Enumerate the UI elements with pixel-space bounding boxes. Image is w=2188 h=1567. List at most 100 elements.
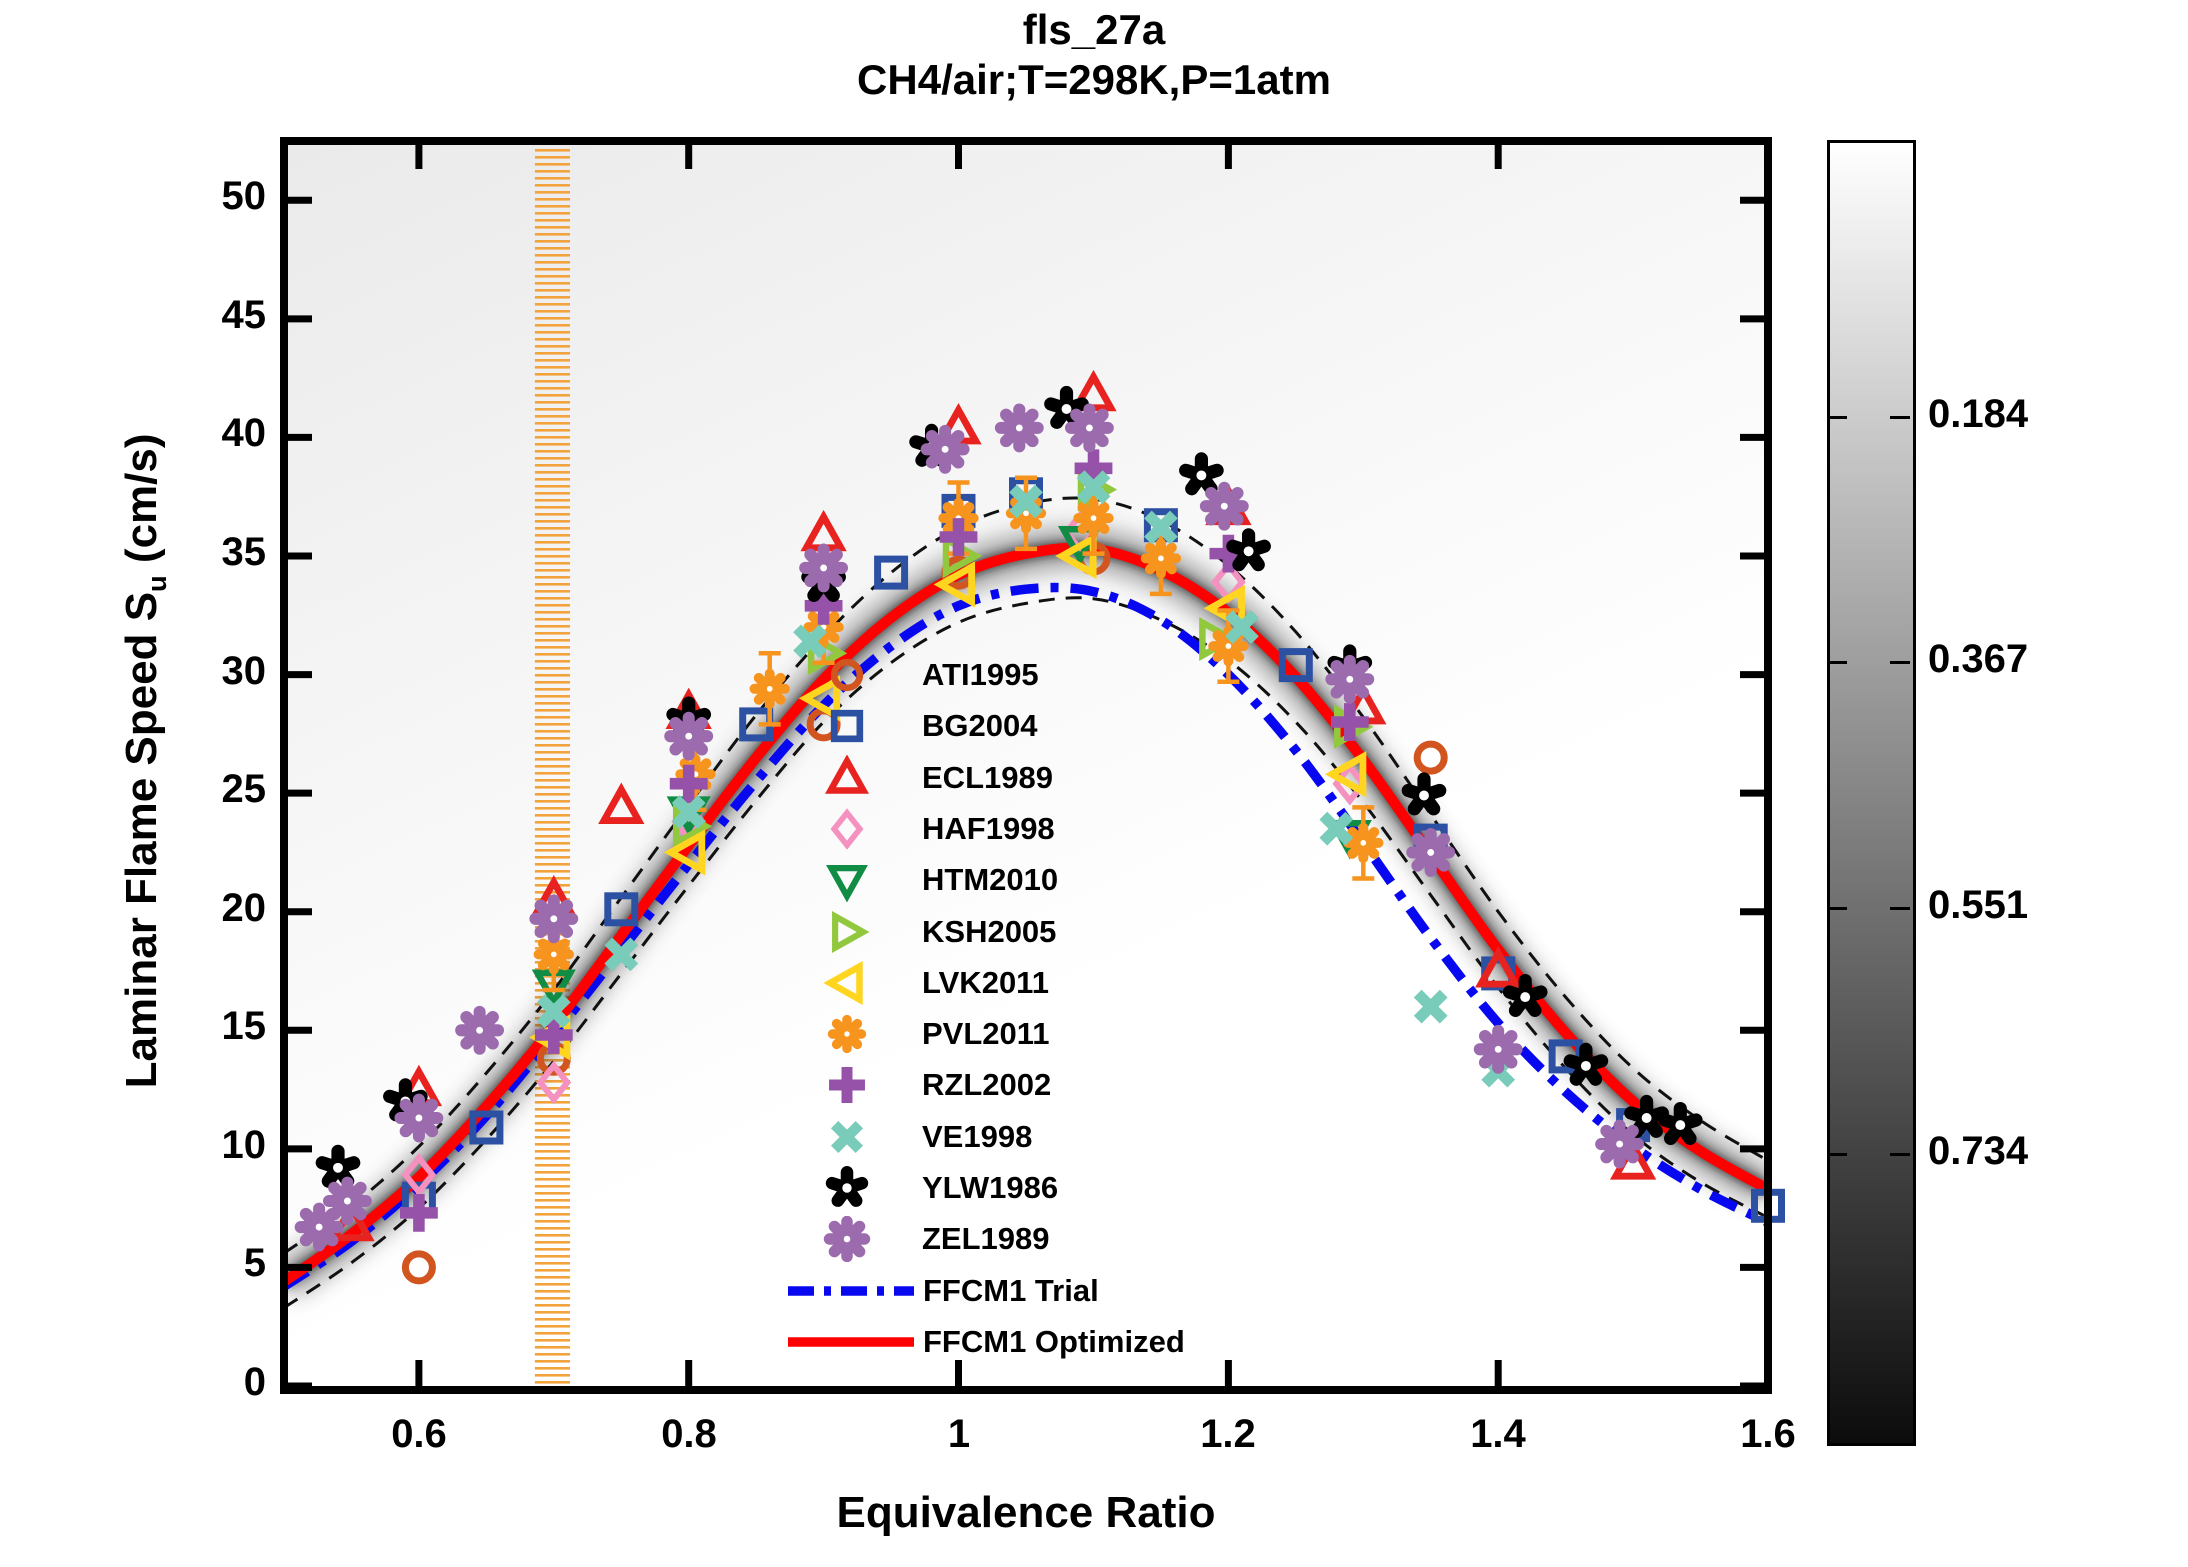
legend-item-FFCM1-Optimized: FFCM1 Optimized bbox=[786, 1319, 1185, 1365]
data-point-PVL2011 bbox=[533, 934, 574, 975]
data-point-VE1998 bbox=[1009, 484, 1043, 519]
colorbar-tick bbox=[1890, 661, 1910, 664]
legend-label: ZEL1989 bbox=[922, 1221, 1050, 1256]
data-point-ZEL1989 bbox=[1406, 827, 1456, 877]
colorbar-tick bbox=[1827, 661, 1847, 664]
data-point-ZEL1989 bbox=[1473, 1024, 1523, 1074]
plot-frame bbox=[280, 137, 1772, 1394]
data-point-ZEL1989 bbox=[1325, 654, 1375, 704]
y-tick-label: 40 bbox=[221, 411, 267, 455]
data-point-PVL2011 bbox=[749, 668, 790, 709]
x-tick-label: 0.6 bbox=[391, 1412, 447, 1456]
legend-label: VE1998 bbox=[922, 1119, 1033, 1154]
legend-item-FFCM1-Trial: FFCM1 Trial bbox=[786, 1268, 1099, 1314]
colorbar-label: 0.551 bbox=[1928, 883, 2029, 927]
legend-marker-triangle-up-icon bbox=[825, 755, 869, 794]
data-point-PVL2011 bbox=[1005, 493, 1047, 534]
legend-solid-line-icon bbox=[788, 1337, 914, 1347]
hatch-band bbox=[534, 145, 570, 1390]
data-point-BG2004 bbox=[1278, 648, 1313, 683]
data-point-YLW1986 bbox=[1563, 1042, 1609, 1086]
data-point-RZL2002 bbox=[669, 764, 708, 803]
legend-label: LVK2011 bbox=[922, 965, 1049, 1000]
data-point-ZEL1989 bbox=[394, 1093, 444, 1143]
data-point-VE1998 bbox=[604, 937, 639, 972]
legend-label: KSH2005 bbox=[922, 914, 1057, 949]
data-point-RZL2002 bbox=[534, 1016, 573, 1054]
y-tick-label: 45 bbox=[221, 293, 267, 337]
legend-marker-diamond-icon bbox=[830, 808, 864, 850]
legend-label: FFCM1 Optimized bbox=[923, 1324, 1185, 1359]
data-point-ZEL1989 bbox=[1199, 481, 1249, 531]
legend-label: ATI1995 bbox=[922, 657, 1039, 692]
data-point-ZEL1989 bbox=[994, 403, 1044, 453]
data-point-RZL2002 bbox=[1330, 703, 1369, 741]
data-point-YLW1986 bbox=[1502, 973, 1548, 1018]
colorbar-tick bbox=[1890, 416, 1910, 419]
series-ZEL1989 bbox=[294, 403, 1645, 1252]
x-tick-label: 0.8 bbox=[661, 1412, 717, 1456]
data-point-VE1998 bbox=[1225, 610, 1259, 644]
axis-ticks bbox=[286, 143, 1772, 1390]
colorbar-label: 0.367 bbox=[1928, 637, 2029, 681]
data-point-ZEL1989 bbox=[1595, 1119, 1645, 1169]
data-point-VE1998 bbox=[671, 795, 706, 829]
y-tick-label: 30 bbox=[221, 649, 267, 693]
legend-marker-flower8-icon bbox=[823, 1216, 871, 1262]
data-point-VE1998 bbox=[536, 994, 571, 1029]
x-tick-label: 1.4 bbox=[1470, 1412, 1526, 1456]
y-tick-label: 20 bbox=[221, 886, 267, 930]
legend-label: YLW1986 bbox=[922, 1170, 1059, 1205]
legend-marker-flower8-icon bbox=[827, 1014, 867, 1054]
y-tick-label: 15 bbox=[221, 1004, 267, 1048]
legend-label: RZL2002 bbox=[922, 1067, 1052, 1102]
data-point-ZEL1989 bbox=[799, 543, 849, 593]
legend-item-YLW1986: YLW1986 bbox=[823, 1165, 1058, 1211]
colorbar-tick bbox=[1890, 907, 1910, 910]
y-tick-label: 50 bbox=[221, 174, 267, 218]
data-point-RZL2002 bbox=[939, 518, 978, 556]
colorbar-label: 0.184 bbox=[1928, 392, 2029, 436]
legend-item-ECL1989: ECL1989 bbox=[823, 755, 1053, 801]
y-tick-label: 10 bbox=[221, 1123, 267, 1167]
data-point-LVK2011 bbox=[1324, 751, 1367, 798]
y-tick-label: 5 bbox=[243, 1241, 266, 1285]
legend-label: HAF1998 bbox=[922, 811, 1055, 846]
data-point-VE1998 bbox=[1319, 811, 1354, 846]
legend-item-LVK2011: LVK2011 bbox=[823, 960, 1049, 1006]
legend-label: FFCM1 Trial bbox=[923, 1273, 1099, 1308]
curve-ffcm1-trial bbox=[288, 582, 1764, 1290]
legend-dashdot-line-icon bbox=[788, 1286, 914, 1296]
data-point-LVK2011 bbox=[1203, 585, 1245, 632]
data-point-BG2004 bbox=[1548, 1039, 1583, 1074]
data-point-ZEL1989 bbox=[529, 894, 579, 944]
legend-item-ATI1995: ATI1995 bbox=[823, 652, 1039, 698]
legend-item-PVL2011: PVL2011 bbox=[823, 1011, 1050, 1057]
y-tick-label: 35 bbox=[221, 530, 267, 574]
colorbar-tick bbox=[1890, 1153, 1910, 1156]
data-point-ZEL1989 bbox=[294, 1202, 344, 1252]
data-point-YLW1986 bbox=[1401, 772, 1447, 816]
data-point-ECL1989 bbox=[598, 782, 645, 824]
legend-marker-square-icon bbox=[830, 709, 864, 743]
legend-item-KSH2005: KSH2005 bbox=[823, 909, 1056, 955]
legend-item-HAF1998: HAF1998 bbox=[823, 806, 1055, 852]
data-point-YLW1986 bbox=[1624, 1094, 1669, 1138]
y-tick-label: 0 bbox=[243, 1360, 266, 1404]
colorbar-label: 0.734 bbox=[1928, 1129, 2029, 1173]
plot-background bbox=[284, 141, 1768, 1390]
data-point-PVL2011 bbox=[1343, 822, 1384, 864]
legend-label: ECL1989 bbox=[922, 760, 1053, 795]
colorbar-tick bbox=[1827, 907, 1847, 910]
colorbar-tick bbox=[1827, 1153, 1847, 1156]
data-point-ZEL1989 bbox=[920, 424, 970, 474]
data-point-VE1998 bbox=[1413, 989, 1448, 1024]
data-point-ZEL1989 bbox=[322, 1176, 372, 1226]
legend-marker-triangle-right-icon bbox=[832, 911, 870, 953]
chart-title: fls_27a bbox=[1022, 6, 1166, 53]
data-point-PVL2011 bbox=[1140, 538, 1182, 579]
data-point-ZEL1989 bbox=[455, 1005, 505, 1055]
legend-item-HTM2010: HTM2010 bbox=[823, 857, 1058, 903]
data-point-ATI1995 bbox=[1413, 740, 1448, 775]
